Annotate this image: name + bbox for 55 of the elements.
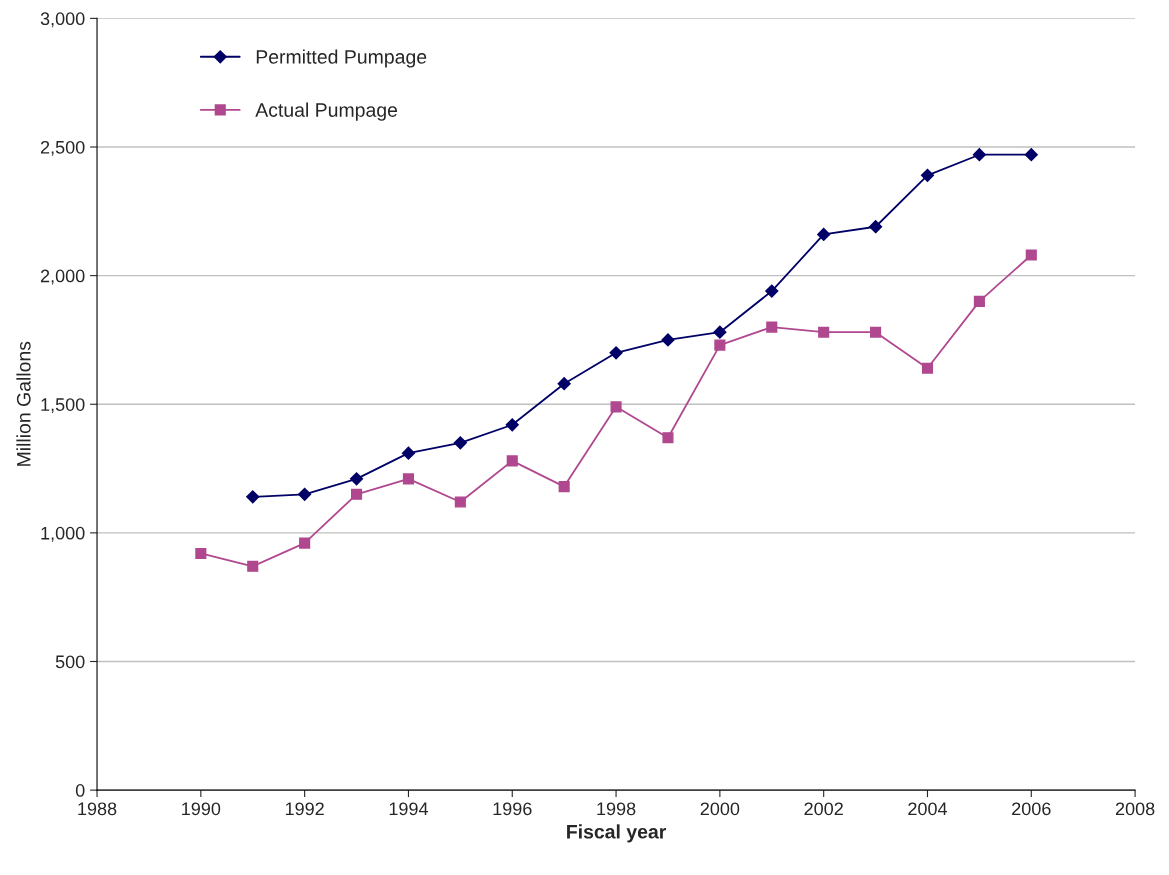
x-tick-label: 1992 xyxy=(285,802,324,816)
x-tick-label: 1998 xyxy=(597,802,636,816)
y-tick-label: 0 xyxy=(75,784,85,797)
point xyxy=(247,560,259,572)
point xyxy=(661,333,675,347)
point xyxy=(558,481,570,493)
y-tick-label: 2,500 xyxy=(40,140,85,156)
legend-label: Actual Pumpage xyxy=(255,102,398,121)
x-tick-label: 1990 xyxy=(182,802,221,816)
point xyxy=(714,339,726,351)
point xyxy=(557,377,571,391)
point xyxy=(1024,148,1038,162)
y-tick-label: 1,500 xyxy=(41,398,85,414)
x-tick-label: 1988 xyxy=(78,802,117,816)
point xyxy=(765,284,779,298)
point xyxy=(973,295,985,307)
y-tick-label: 500 xyxy=(55,655,85,669)
point xyxy=(817,227,831,242)
y-tick-label: 3,000 xyxy=(40,12,85,28)
point xyxy=(766,321,778,333)
y-tick-label: 1,000 xyxy=(41,526,85,542)
y-tick-label: 2,000 xyxy=(40,269,85,285)
point xyxy=(453,436,467,450)
x-tick-label: 2004 xyxy=(908,802,948,816)
x-tick-label: 2008 xyxy=(1115,802,1155,816)
point xyxy=(870,326,882,338)
x-axis-title: Fiscal year xyxy=(567,824,667,843)
point xyxy=(299,537,311,549)
point xyxy=(818,326,830,338)
point xyxy=(349,472,364,486)
point xyxy=(401,446,416,460)
point xyxy=(920,168,935,182)
point xyxy=(972,148,986,162)
x-tick-label: 1994 xyxy=(389,802,429,816)
point xyxy=(610,401,622,413)
point xyxy=(868,220,883,234)
point xyxy=(350,488,363,500)
point xyxy=(402,473,415,485)
y-axis-title: Million Gallons xyxy=(16,341,31,466)
x-tick-label: 2000 xyxy=(700,802,740,816)
point xyxy=(713,325,727,339)
point xyxy=(506,455,518,467)
point xyxy=(1025,249,1037,261)
point xyxy=(662,432,674,444)
x-tick-label: 2006 xyxy=(1012,802,1051,816)
point xyxy=(298,487,312,501)
point xyxy=(505,418,519,432)
x-tick-label: 1996 xyxy=(493,802,532,816)
point xyxy=(195,547,207,560)
point xyxy=(921,362,934,374)
point xyxy=(609,346,623,360)
legend-label: Permitted Pumpage xyxy=(256,49,427,68)
point xyxy=(246,490,260,504)
x-tick-label: 2002 xyxy=(804,802,843,816)
point xyxy=(454,496,466,508)
